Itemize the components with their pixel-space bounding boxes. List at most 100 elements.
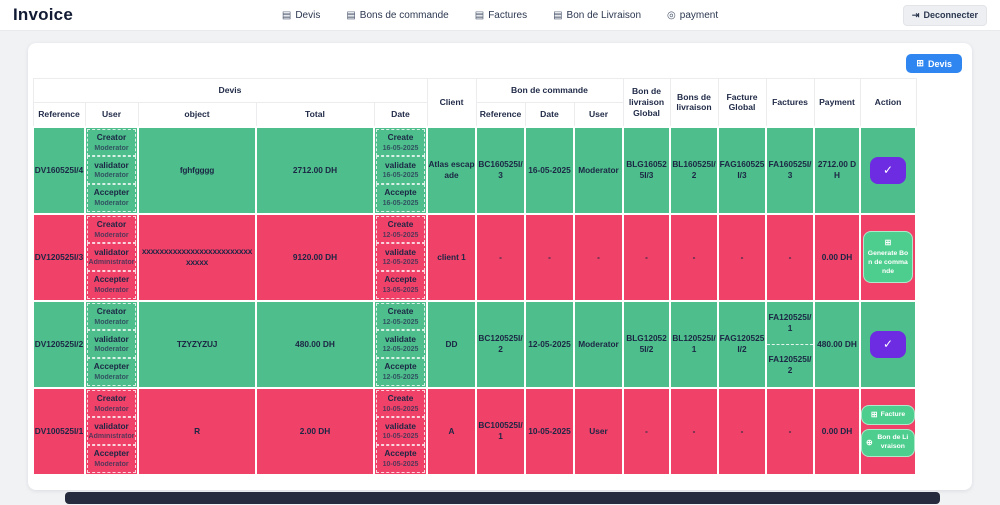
devis-user-cell-entry: Accepter Moderator bbox=[87, 357, 136, 386]
nav-item-bons-de-commande[interactable]: ▤ Bons de commande bbox=[346, 10, 448, 21]
devis-date-cell-sublabel: 10-05-2025 bbox=[382, 461, 419, 469]
devis-reference-cell: DV120525I/2 bbox=[32, 299, 86, 389]
devis-user-cell-stack: Creator Moderator validator Administrator Ac… bbox=[87, 215, 136, 299]
factures-cell-label: FA120525I/2 bbox=[768, 354, 812, 375]
nav-item-factures[interactable]: ▤ Factures bbox=[475, 10, 527, 21]
header-devis-user: User bbox=[84, 102, 139, 127]
document-icon: ▤ bbox=[281, 9, 292, 21]
coin-icon: ◎ bbox=[667, 9, 676, 21]
horizontal-scrollbar-thumb[interactable] bbox=[65, 492, 940, 504]
bc-date-cell: 12-05-2025 bbox=[524, 299, 575, 389]
client-cell: client 1 bbox=[426, 212, 477, 302]
devis-user-cell-sublabel: Moderator bbox=[94, 346, 129, 354]
bons-livraison-cell: BL160525I/2 bbox=[669, 125, 719, 215]
devis-user-cell: Creator Moderator validator Administrator Ac… bbox=[84, 386, 139, 476]
devis-total-cell: 480.00 DH bbox=[255, 299, 375, 389]
plus-square-icon: ⊞ bbox=[916, 58, 924, 68]
devis-date-cell-sublabel: 16-05-2025 bbox=[382, 144, 419, 152]
bl-global-cell: - bbox=[622, 386, 671, 476]
generate-bon-de-livraison-button[interactable]: ⊕ Bon de Livraison bbox=[862, 429, 914, 458]
validated-button[interactable]: ✓ bbox=[870, 330, 906, 358]
devis-user-cell-stack: Creator Moderator validator Moderator Accept… bbox=[87, 128, 136, 212]
devis-date-cell-label: validate bbox=[385, 420, 416, 431]
devis-date-cell-entry: Accepte 13-05-2025 bbox=[376, 270, 425, 299]
header-devis-total: Total bbox=[255, 102, 375, 127]
devis-date-cell-sublabel: 12-05-2025 bbox=[382, 231, 419, 239]
facture-global-cell: FAG120525I/2 bbox=[717, 299, 767, 389]
validated-button[interactable]: ✓ bbox=[870, 156, 906, 184]
devis-user-cell-label: validator bbox=[94, 420, 129, 431]
header-factures: Factures bbox=[765, 78, 815, 127]
devis-user-cell-entry: validator Moderator bbox=[87, 330, 136, 358]
bc-date-cell: 16-05-2025 bbox=[524, 125, 575, 215]
nav-item-bon-de-livraison[interactable]: ▤ Bon de Livraison bbox=[553, 10, 641, 21]
devis-user-cell-sublabel: Moderator bbox=[94, 374, 129, 382]
action-button-label: Bon de Livraison bbox=[877, 434, 909, 451]
devis-user-cell-label: Creator bbox=[96, 218, 127, 229]
devis-date-cell-entry: validate 12-05-2025 bbox=[376, 330, 425, 358]
bc-user-cell: Moderator bbox=[573, 125, 624, 215]
table-header: Devis Client Bon de commande Bon de livr… bbox=[32, 78, 917, 127]
plus-square-icon: ⊞ bbox=[870, 409, 878, 419]
nav-item-devis[interactable]: ▤ Devis bbox=[282, 10, 320, 21]
payment-cell: 2712.00 DH bbox=[813, 125, 861, 215]
app-title: Invoice bbox=[13, 5, 73, 24]
table-row: DV160525I/4 Creator Moderator validator Mode… bbox=[32, 125, 917, 215]
header-devis-date: Date bbox=[373, 102, 428, 127]
payment-cell: 480.00 DH bbox=[813, 299, 861, 389]
devis-date-cell-entry: validate 10-05-2025 bbox=[376, 417, 425, 445]
devis-date-cell-stack: Create 12-05-2025 validate 12-05-2025 Accept… bbox=[376, 302, 425, 386]
table-row: DV120525I/3 Creator Moderator validator Admi… bbox=[32, 212, 917, 302]
logout-button[interactable]: ⇥ Deconnecter bbox=[902, 4, 987, 26]
logout-button-label: Deconnecter bbox=[923, 10, 978, 20]
action-buttons: ⊞ Generate Bon de commande bbox=[862, 230, 914, 284]
devis-user-cell-label: validator bbox=[94, 246, 129, 257]
devis-date-cell-sublabel: 12-05-2025 bbox=[382, 259, 419, 267]
devis-user-cell-entry: Creator Moderator bbox=[87, 215, 136, 244]
devis-user-cell-sublabel: Moderator bbox=[94, 287, 129, 295]
devis-user-cell-label: validator bbox=[94, 333, 129, 344]
generate-facture-button[interactable]: ⊞ Facture bbox=[862, 404, 914, 426]
action-buttons: ⊞ Facture ⊕ Bon de Livraison bbox=[862, 404, 914, 458]
new-devis-button[interactable]: ⊞ Devis bbox=[906, 54, 962, 73]
action-cell: ⊞ Generate Bon de commande bbox=[859, 212, 917, 302]
devis-user-cell-entry: Creator Moderator bbox=[87, 302, 136, 331]
devis-date-cell-entry: validate 12-05-2025 bbox=[376, 243, 425, 271]
devis-total-cell: 2.00 DH bbox=[255, 386, 375, 476]
devis-user-cell: Creator Moderator validator Administrator Ac… bbox=[84, 212, 139, 302]
table-row: DV120525I/2 Creator Moderator validator Mode… bbox=[32, 299, 917, 389]
bc-reference-cell: BC120525I/2 bbox=[475, 299, 526, 389]
header-bc-reference: Reference bbox=[475, 102, 526, 127]
client-cell: Atlas escapade bbox=[426, 125, 477, 215]
client-cell: DD bbox=[426, 299, 477, 389]
devis-user-cell-entry: validator Administrator bbox=[87, 243, 136, 271]
header-facture-global: Facture Global bbox=[717, 78, 767, 127]
devis-user-cell-label: validator bbox=[94, 159, 129, 170]
devis-object-cell: fghfgggg bbox=[137, 125, 257, 215]
devis-date-cell-entry: Create 10-05-2025 bbox=[376, 389, 425, 418]
check-icon: ✓ bbox=[882, 337, 894, 351]
nav-item-payment[interactable]: ◎ payment bbox=[667, 10, 718, 21]
devis-user-cell-entry: Accepter Moderator bbox=[87, 270, 136, 299]
factures-cell-entry: FA120525I/1 bbox=[768, 303, 812, 344]
action-buttons: ✓ bbox=[862, 330, 914, 358]
plus-circle-icon: ⊕ bbox=[866, 437, 873, 447]
action-cell: ✓ bbox=[859, 299, 917, 389]
devis-reference-cell: DV160525I/4 bbox=[32, 125, 86, 215]
devis-date-cell-entry: Create 16-05-2025 bbox=[376, 128, 425, 157]
bc-date-cell: 10-05-2025 bbox=[524, 386, 575, 476]
generate-bon-de-commande-button[interactable]: ⊞ Generate Bon de commande bbox=[863, 230, 913, 284]
devis-user-cell-sublabel: Moderator bbox=[94, 172, 129, 180]
devis-user-cell-label: Accepter bbox=[93, 187, 130, 198]
action-buttons: ✓ bbox=[862, 156, 914, 184]
devis-user-cell-sublabel: Moderator bbox=[94, 144, 129, 152]
devis-date-cell-label: Create bbox=[387, 218, 414, 229]
devis-total-cell: 9120.00 DH bbox=[255, 212, 375, 302]
devis-date-cell-label: validate bbox=[385, 159, 416, 170]
nav-item-label: Bon de Livraison bbox=[566, 9, 642, 21]
devis-user-cell: Creator Moderator validator Moderator Accept… bbox=[84, 125, 139, 215]
factures-cell: FA160525I/3 bbox=[765, 125, 815, 215]
devis-reference-cell: DV120525I/3 bbox=[32, 212, 86, 302]
header-devis-object: object bbox=[137, 102, 257, 127]
devis-date-cell: Create 12-05-2025 validate 12-05-2025 Accept… bbox=[373, 212, 428, 302]
